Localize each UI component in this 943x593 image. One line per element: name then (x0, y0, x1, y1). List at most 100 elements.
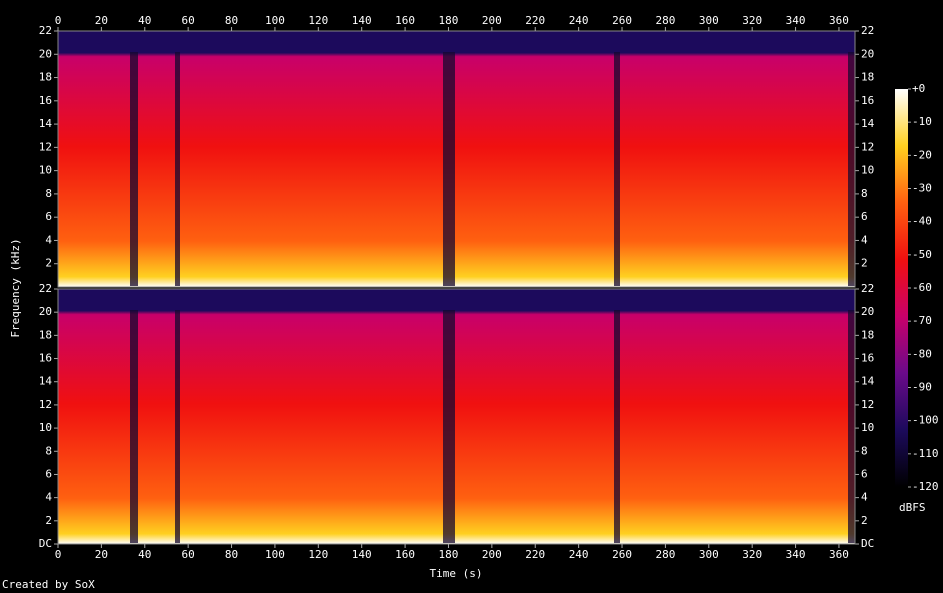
x-axis-label: Time (s) (430, 567, 483, 580)
y-tick-label: 14 (39, 117, 53, 130)
spectrogram-panel (58, 289, 855, 544)
y-tick-label: 14 (861, 375, 875, 388)
y-tick-label: 12 (39, 398, 52, 411)
x-tick-label: 180 (439, 14, 459, 27)
x-tick-label: 200 (482, 548, 502, 561)
colorbar-tick-label: +0 (912, 82, 925, 95)
y-tick-label: 8 (861, 187, 868, 200)
x-tick-label: 140 (352, 14, 372, 27)
y-tick-label: 20 (39, 305, 52, 318)
y-tick-label: 12 (39, 140, 52, 153)
footer: Created by SoX (2, 578, 95, 591)
x-tick-label: 360 (829, 14, 849, 27)
colorbar (895, 89, 908, 487)
y-tick-label: 22 (861, 24, 874, 37)
x-tick-label: 100 (265, 14, 285, 27)
x-tick-label: 80 (225, 548, 238, 561)
colorbar-tick-label: -50 (912, 248, 932, 261)
x-tick-label: 240 (569, 548, 589, 561)
y-tick-label: 20 (861, 47, 874, 60)
x-tick-label: 200 (482, 14, 502, 27)
x-tick-label: 80 (225, 14, 238, 27)
x-tick-label: 220 (525, 548, 545, 561)
x-tick-label: 340 (786, 548, 806, 561)
x-tick-label: 300 (699, 14, 719, 27)
x-tick-label: 60 (182, 14, 195, 27)
y-tick-label: 4 (45, 491, 52, 504)
y-tick-label: 16 (861, 352, 874, 365)
colorbar-tick-label: -40 (912, 215, 932, 228)
y-tick-label: 8 (45, 187, 52, 200)
x-tick-label: 120 (308, 548, 328, 561)
y-tick-label: 18 (861, 328, 874, 341)
y-tick-label: 14 (861, 117, 875, 130)
y-tick-label: 14 (39, 375, 53, 388)
x-tick-label: 260 (612, 548, 632, 561)
x-tick-label: 340 (786, 14, 806, 27)
quiet-stripes (130, 52, 855, 543)
colorbar-tick-label: -10 (912, 115, 932, 128)
y-tick-label: 12 (861, 398, 874, 411)
x-tick-label: 20 (95, 14, 108, 27)
y-tick-label: 10 (861, 421, 874, 434)
x-tick-label: 40 (138, 14, 151, 27)
colorbar-tick-label: -60 (912, 281, 932, 294)
x-tick-label: 180 (439, 548, 459, 561)
colorbar-tick-label: -120 (912, 480, 939, 493)
colorbar-label: dBFS (899, 501, 926, 514)
colorbar-tick-label: -30 (912, 182, 932, 195)
colorbar-tick-label: -80 (912, 347, 932, 360)
y-tick-label: 16 (861, 94, 874, 107)
x-tick-label: 40 (138, 548, 151, 561)
x-tick-label: 240 (569, 14, 589, 27)
x-tick-label: 320 (742, 14, 762, 27)
y-tick-label: 6 (861, 210, 868, 223)
x-tick-label: 300 (699, 548, 719, 561)
y-tick-label: 18 (861, 71, 874, 84)
y-axis-label: Frequency (kHz) (9, 238, 22, 337)
y-tick-label: 6 (45, 467, 52, 480)
x-tick-label: 0 (55, 548, 62, 561)
y-tick-label: 2 (861, 257, 868, 270)
x-tick-label: 0 (55, 14, 62, 27)
y-tick-label: DC (861, 537, 874, 550)
plot-frame (57, 30, 856, 288)
x-tick-label: 60 (182, 548, 195, 561)
y-tick-label: 2 (861, 514, 868, 527)
colorbar-tick-label: -20 (912, 148, 932, 161)
x-tick-label: 220 (525, 14, 545, 27)
x-tick-label: 260 (612, 14, 632, 27)
x-tick-label: 160 (395, 548, 415, 561)
x-tick-label: 160 (395, 14, 415, 27)
spectrogram-panel (58, 31, 855, 287)
y-tick-label: 4 (861, 233, 868, 246)
y-tick-label: 4 (45, 233, 52, 246)
y-tick-label: 6 (45, 210, 52, 223)
y-tick-label: 10 (39, 421, 52, 434)
y-tick-label: 10 (861, 164, 874, 177)
y-tick-label: 20 (861, 305, 874, 318)
y-tick-label: 4 (861, 491, 868, 504)
x-tick-label: 280 (655, 548, 675, 561)
colorbar-tick-label: -90 (912, 381, 932, 394)
colorbar-tick-label: -70 (912, 314, 932, 327)
y-tick-label: 20 (39, 47, 52, 60)
colorbar-tick-label: -100 (912, 414, 939, 427)
x-tick-label: 120 (308, 14, 328, 27)
y-tick-label: 2 (45, 514, 52, 527)
y-tick-label: 8 (861, 444, 868, 457)
y-tick-label: 18 (39, 328, 52, 341)
y-tick-label: 16 (39, 94, 52, 107)
y-tick-label: 10 (39, 164, 52, 177)
y-tick-label: 6 (861, 467, 868, 480)
y-tick-label: 8 (45, 444, 52, 457)
y-tick-label: DC (39, 537, 52, 550)
y-tick-label: 22 (39, 282, 52, 295)
x-tick-label: 140 (352, 548, 372, 561)
y-tick-label: 16 (39, 352, 52, 365)
y-tick-label: 22 (861, 282, 874, 295)
plot-frame (57, 288, 856, 545)
x-tick-label: 20 (95, 548, 108, 561)
x-tick-label: 280 (655, 14, 675, 27)
